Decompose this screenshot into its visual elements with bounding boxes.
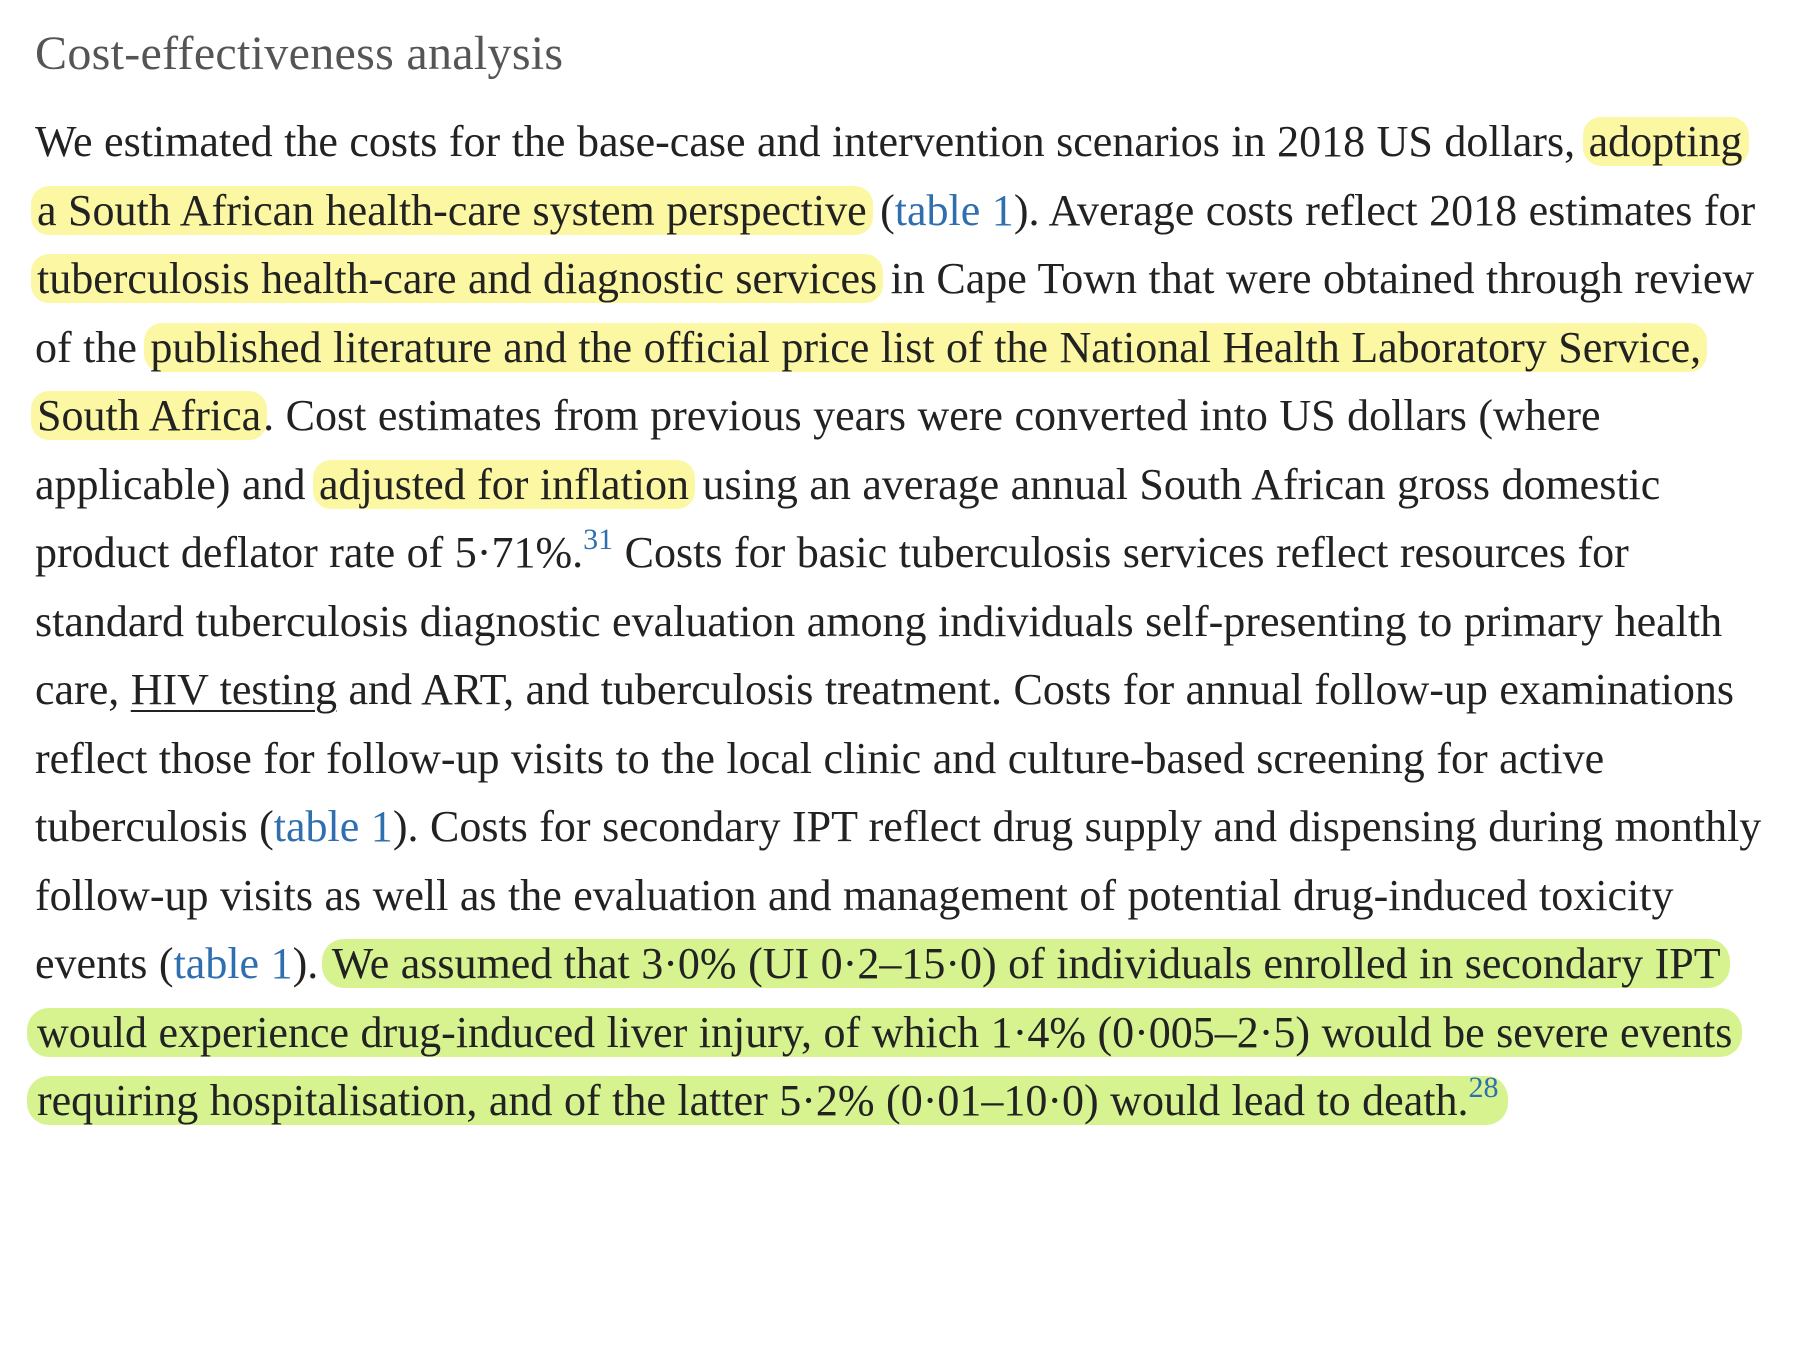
table-1-link[interactable]: table 1 <box>894 185 1014 235</box>
text-run: ). Costs for secondary IPT reflect drug … <box>35 802 1762 988</box>
section-heading: Cost-effectiveness analysis <box>35 27 564 80</box>
body-paragraph: We estimated the costs for the base-case… <box>27 108 1770 1136</box>
table-1-link[interactable]: table 1 <box>273 802 393 851</box>
reference-31-link[interactable]: 31 <box>583 523 614 556</box>
text-run: . Cost estimates from previous years wer… <box>35 391 1601 509</box>
text-run: ( <box>868 185 895 235</box>
reference-28-link[interactable]: 28 <box>1468 1071 1499 1104</box>
text-run: We estimated the costs for the base-case… <box>35 117 1587 166</box>
hiv-testing-term[interactable]: HIV testing <box>130 665 337 714</box>
text-run: and ART, and tuberculosis treatment. Cos… <box>35 665 1735 851</box>
text-run: in Cape Town that were obtained through … <box>35 254 1755 372</box>
text-run: using an average annual South African gr… <box>35 459 1661 578</box>
highlight-yellow[interactable]: tuberculosis health-care and diagnostic … <box>31 254 884 303</box>
text-run: ). Average costs reflect 2018 estimates … <box>1013 185 1756 235</box>
table-1-link[interactable]: table 1 <box>173 939 293 988</box>
text-run: ). <box>292 939 330 988</box>
highlight-yellow[interactable]: adjusted for inflation <box>312 459 695 509</box>
highlight-green-text: We assumed that 3·0% (UI 0·2–15·0) of in… <box>37 939 1733 1125</box>
text-run: Costs for basic tuberculosis services re… <box>35 528 1723 714</box>
